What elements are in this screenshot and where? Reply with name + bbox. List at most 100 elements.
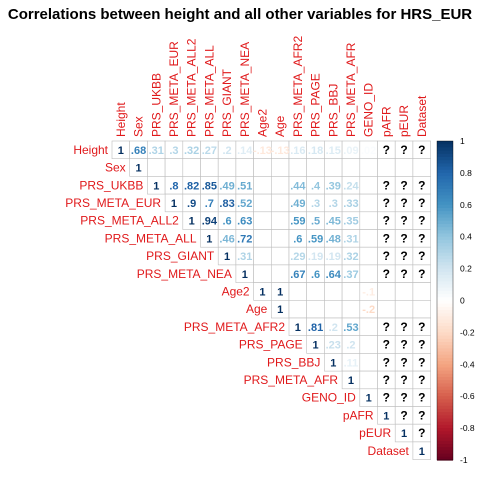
correlation-value-label: .5 (311, 216, 320, 228)
colorbar-segment (437, 440, 453, 445)
matrix-cell (359, 211, 378, 230)
colorbar-tick-label: 0.6 (460, 200, 472, 210)
colorbar-tick-label: -0.4 (460, 359, 475, 369)
row-label: Dataset (368, 444, 410, 458)
colorbar-segment (437, 316, 453, 321)
missing-value-label: ? (400, 214, 407, 228)
colorbar-segment (437, 424, 453, 429)
correlation-value-label: 1 (206, 233, 212, 245)
row-labels: Height Sex PRS_UKBB PRS_META_EUR PRS_META_AL… (65, 143, 409, 458)
matrix-cell (359, 353, 378, 372)
colorbar-segment (437, 421, 453, 426)
missing-value-label: ? (400, 196, 407, 210)
matrix-cell (394, 158, 414, 177)
row-label: PRS_PAGE (239, 338, 303, 352)
colorbar-segment (437, 166, 453, 171)
correlation-value-label: 1 (419, 446, 425, 458)
row-label: PRS_META_ALL2 (80, 214, 179, 228)
colorbar-segment (437, 185, 453, 190)
colorbar-segment (437, 300, 453, 305)
colorbar-segment (437, 141, 453, 145)
colorbar-segment (437, 150, 453, 155)
colorbar-segment (437, 345, 453, 349)
correlation-value-label: .51 (237, 180, 252, 192)
missing-value-label: ? (383, 267, 390, 281)
missing-value-label: ? (400, 320, 407, 334)
missing-value-label: ? (383, 143, 390, 157)
correlation-value-label: .45 (326, 216, 341, 228)
missing-value-label: ? (383, 196, 390, 210)
correlation-value-label: .9 (187, 198, 196, 210)
matrix-cell (288, 282, 308, 301)
correlation-value-label: .8 (169, 180, 178, 192)
correlation-value-label: 1 (295, 322, 301, 334)
matrix-cell (306, 282, 325, 301)
correlation-value-label: .72 (237, 233, 252, 245)
colorbar-segment (437, 233, 453, 238)
colorbar-segment (437, 255, 453, 260)
matrix-cell (270, 211, 290, 230)
correlation-value-label: .6 (222, 216, 231, 228)
correlation-value-label: .37 (343, 269, 358, 281)
correlation-value-label: 1 (189, 216, 195, 228)
matrix-cell (359, 176, 378, 195)
colorbar-segment (437, 153, 453, 158)
colorbar-segment (437, 287, 453, 292)
matrix-cell (341, 158, 361, 177)
colorbar-segment (437, 377, 453, 381)
colorbar-segment (437, 144, 453, 148)
column-label: PRS_META_ALL (202, 45, 216, 137)
matrix-cell (359, 335, 378, 354)
column-label: PRS_UKBB (149, 73, 163, 137)
colorbar-segment (437, 408, 453, 413)
colorbar-segment (437, 364, 453, 369)
row-label: PRS_META_AFR2 (184, 320, 285, 334)
correlation-value-label: .7 (205, 198, 214, 210)
missing-value-label: ? (400, 231, 407, 245)
colorbar-segment (437, 297, 453, 302)
correlation-value-label: 1 (348, 375, 354, 387)
colorbar-segment (437, 195, 453, 200)
colorbar-segment (437, 198, 453, 203)
matrix-cell (341, 282, 361, 301)
colorbar-segment (437, 211, 453, 215)
colorbar-legend: -1 -0.8 -0.6 -0.4 -0.2 0 0.2 0.4 0.6 0.8 1 (436, 136, 475, 465)
row-label: PRS_UKBB (79, 178, 143, 192)
colorbar-segment (437, 278, 453, 282)
missing-value-label: ? (418, 338, 425, 352)
missing-value-label: ? (418, 355, 425, 369)
correlation-value-label: 1 (135, 163, 141, 175)
colorbar-segment (437, 444, 453, 448)
correlation-value-label: .2 (329, 322, 338, 334)
correlation-value-label: .19 (308, 251, 323, 263)
column-label: PRS_GIANT (220, 68, 234, 137)
correlation-value-label: .3 (329, 198, 338, 210)
colorbar-tick-label: 0.8 (460, 168, 472, 178)
correlation-value-label: .49 (290, 198, 305, 210)
matrix-cell (359, 246, 378, 266)
matrix-cell (377, 299, 396, 319)
matrix-cell (412, 282, 431, 301)
correlation-value-label: .59 (308, 233, 323, 245)
colorbar-segment (437, 303, 453, 308)
correlation-value-label: .85 (202, 180, 217, 192)
matrix-cell (253, 264, 272, 283)
matrix-cell (288, 158, 308, 177)
colorbar-segment (437, 236, 453, 241)
colorbar-segment (437, 332, 453, 337)
colorbar-segment (437, 396, 453, 400)
colorbar-segment (437, 383, 453, 388)
missing-value-label: ? (383, 355, 390, 369)
correlation-value-label: 1 (330, 357, 336, 369)
correlation-value-label: 1 (277, 286, 283, 298)
matrix-cell (377, 282, 396, 301)
matrix-cell (359, 370, 378, 390)
colorbar-segment (437, 274, 453, 279)
colorbar-segment (437, 227, 453, 231)
matrix-cell (359, 264, 378, 283)
column-label: Sex (132, 116, 146, 137)
correlation-value-label: .2 (346, 340, 355, 352)
colorbar-segment (437, 428, 453, 432)
colorbar-segment (437, 354, 453, 359)
colorbar-segment (437, 415, 453, 420)
